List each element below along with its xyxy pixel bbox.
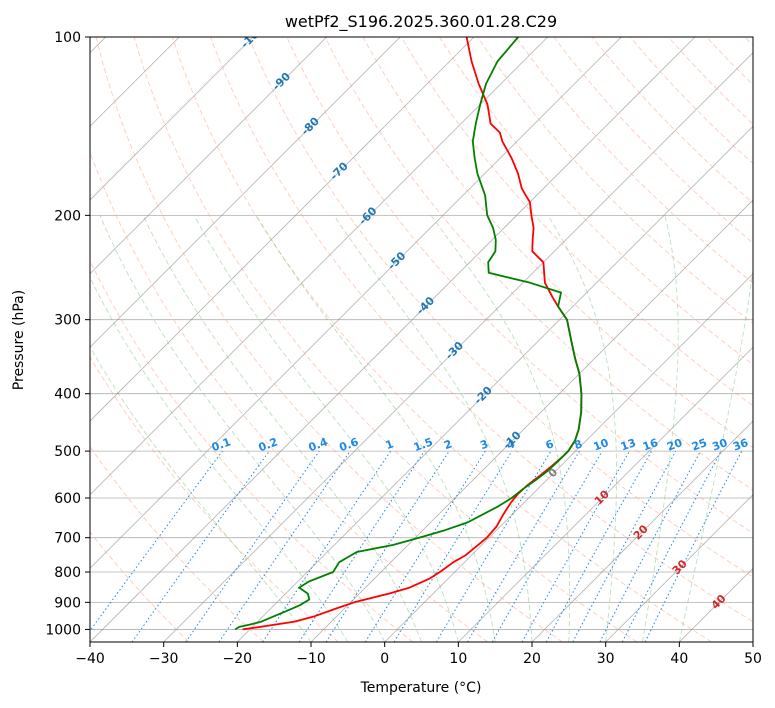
x-tick-label-6: 20 [523, 651, 541, 667]
x-tick-label-7: 30 [597, 651, 615, 667]
y-tick-label-8: 900 [54, 595, 81, 611]
isotherm-20 [531, 420, 753, 642]
mixing-ratio-line-16 [545, 450, 653, 642]
dry-adiabat--10 [90, 356, 339, 642]
mixing-ratio-label-16: 16 [641, 436, 660, 454]
isotherm--40 [90, 37, 696, 642]
isotherm--80 [90, 37, 401, 348]
isotherm-0 [384, 273, 753, 642]
dry-adiabat-50 [210, 37, 753, 623]
moist-adiabat-30 [547, 215, 617, 642]
moist-adiabat--10 [90, 345, 312, 642]
moist-adiabat-15 [256, 215, 496, 642]
isotherm--70 [90, 37, 475, 422]
dry-adiabat-60 [248, 37, 753, 578]
y-tick-label-0: 100 [54, 30, 81, 46]
dry-adiabat-80 [324, 37, 753, 491]
mixing-ratio-label-36: 36 [731, 436, 750, 454]
isotherm--100 [90, 37, 254, 201]
mixing-ratio-label-0.4: 0.4 [307, 435, 330, 454]
y-tick-label-6: 700 [54, 531, 81, 547]
mixing-ratio-label-25: 25 [690, 436, 709, 453]
dewpoint-profile-line [234, 37, 583, 631]
mixing-ratio-line-3 [364, 450, 486, 642]
dry-adiabat-140 [553, 37, 753, 244]
dry-adiabat--30 [90, 531, 190, 642]
mixing-ratio-label-1.5: 1.5 [412, 435, 435, 454]
x-tick-label-1: −30 [149, 651, 179, 667]
mixing-ratio-label-10: 10 [592, 436, 611, 454]
mixing-ratio-label-30: 30 [710, 436, 729, 454]
mixing-ratio-label-20: 20 [665, 436, 684, 454]
chart-title: wetPf2_S196.2025.360.01.28.C29 [285, 12, 557, 32]
mixing-ratio-line-0.2 [131, 450, 270, 642]
dry-adiabat-40 [171, 37, 712, 642]
moist-adiabat-10 [193, 215, 459, 642]
plot-grid-layer [90, 37, 753, 642]
plot-frame [89, 36, 754, 643]
mixing-ratio-label-4: 4 [505, 437, 517, 452]
moist-adiabat-5 [142, 215, 422, 642]
isotherm--50 [90, 37, 622, 569]
mixing-ratio-label-2: 2 [442, 437, 454, 452]
y-tick-label-1: 200 [54, 208, 81, 224]
isotherm--90 [90, 37, 327, 275]
x-tick-label-4: 0 [380, 651, 389, 667]
mixing-ratio-label-0.2: 0.2 [257, 435, 280, 454]
y-tick-label-3: 400 [54, 387, 81, 403]
isotherm--60 [90, 37, 548, 496]
x-tick-label-5: 10 [449, 651, 467, 667]
mixing-ratio-line-4 [393, 450, 513, 642]
isotherm--30 [163, 52, 753, 642]
y-axis-label: Pressure (hPa) [11, 290, 27, 390]
x-tick-label-0: −40 [75, 651, 105, 667]
isotherm-50 [752, 641, 753, 642]
mixing-ratio-label-3: 3 [478, 437, 490, 452]
y-tick-label-5: 600 [54, 491, 81, 507]
dry-adiabat-150 [591, 37, 753, 204]
x-tick-label-3: −10 [296, 651, 326, 667]
data-layer [234, 37, 583, 631]
y-tick-label-2: 300 [54, 313, 81, 329]
mixing-ratio-line-0.6 [218, 450, 351, 642]
mixing-ratio-line-0.1 [90, 450, 223, 632]
mixing-ratio-line-20 [572, 450, 677, 642]
isotherm--20 [237, 125, 753, 642]
mixing-ratio-label-6: 6 [544, 437, 556, 452]
mixing-ratio-label-13: 13 [619, 436, 638, 453]
dry-adiabat-10 [90, 150, 488, 642]
mixing-ratio-line-10 [491, 450, 603, 642]
moist-adiabat-0 [99, 215, 386, 642]
plot-background [90, 37, 753, 642]
y-tick-label-7: 800 [54, 565, 81, 581]
x-tick-label-2: −20 [223, 651, 253, 667]
dry-adiabat-0 [90, 259, 414, 642]
x-tick-label-8: 40 [670, 651, 688, 667]
dry-adiabat-120 [477, 37, 753, 325]
dry-adiabat-70 [286, 37, 753, 534]
y-tick-label-9: 1000 [45, 622, 81, 638]
isotherm-30 [605, 494, 753, 642]
y-tick-label-4: 500 [54, 444, 81, 460]
mixing-ratio-label-0.1: 0.1 [210, 435, 233, 454]
moist-adiabat-40 [678, 266, 753, 642]
dry-adiabat-20 [95, 37, 563, 642]
dry-adiabat-90 [362, 37, 753, 449]
axis-layer: −40 −30 −20 −10 0 10 20 30 40 5010020030040050060… [45, 30, 762, 667]
dry-adiabat-30 [133, 37, 638, 642]
mixing-ratio-label-0.6: 0.6 [338, 435, 361, 454]
mixing-ratio-label-8: 8 [572, 437, 584, 452]
mixing-ratio-line-13 [521, 450, 630, 642]
x-axis-label: Temperature (°C) [360, 680, 482, 696]
x-tick-label-9: 50 [744, 651, 762, 667]
mixing-ratio-line-8 [467, 450, 580, 642]
mixing-ratio-label-1: 1 [384, 437, 396, 452]
dry-adiabat-110 [439, 37, 753, 365]
dry-adiabat-100 [400, 37, 753, 407]
mixing-ratio-line-0.4 [185, 450, 320, 642]
isotherm-10 [458, 346, 753, 642]
moist-adiabat-25 [430, 215, 571, 642]
moist-adiabat-35 [642, 215, 679, 642]
